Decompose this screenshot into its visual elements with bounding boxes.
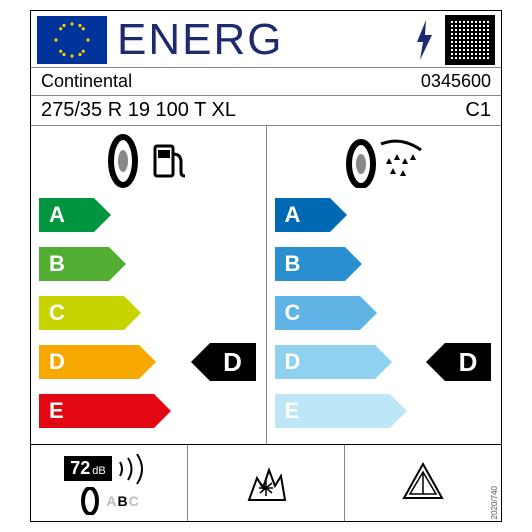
- ice-grip-icon: [398, 458, 448, 508]
- tyre-small-icon: [78, 487, 102, 515]
- rating-bar-letter: D: [285, 349, 301, 375]
- noise-badge: 72 dB: [64, 456, 112, 481]
- ice-grip-cell: 2020/740: [345, 445, 501, 521]
- rating-bar-letter: E: [49, 398, 64, 424]
- rating-bar-letter: B: [285, 251, 301, 277]
- wet-bars: ABCDDE: [275, 190, 494, 436]
- rating-bar-row: E: [39, 391, 258, 431]
- noise-cell: 72 dB ABC: [31, 445, 188, 521]
- fuel-bars: ABCDDE: [39, 190, 258, 436]
- brand-name: Continental: [41, 71, 132, 92]
- rating-bar-row: DD: [275, 342, 494, 382]
- rating-bar-row: A: [39, 195, 258, 235]
- energy-title: ENERG: [117, 15, 403, 65]
- rating-bar-row: A: [275, 195, 494, 235]
- rating-bar: E: [39, 394, 154, 428]
- bottom-row: 72 dB ABC: [31, 444, 501, 521]
- rating-bar: D: [275, 345, 375, 379]
- rating-bar-row: C: [275, 293, 494, 333]
- noise-class-letter: A: [106, 493, 117, 509]
- rating-bar: A: [39, 198, 94, 232]
- rating-bar-letter: C: [49, 300, 65, 326]
- rating-bar-row: E: [275, 391, 494, 431]
- rating-result-box: D: [445, 343, 491, 381]
- qr-code-icon: [445, 15, 495, 65]
- rating-bar-row: B: [275, 244, 494, 284]
- tyre-fuel-icon: [103, 134, 193, 188]
- header: ENERG: [31, 11, 501, 68]
- rating-bar: B: [275, 247, 345, 281]
- fuel-efficiency-column: ABCDDE: [31, 126, 267, 444]
- rating-bar-letter: A: [49, 202, 65, 228]
- noise-class-letter: C: [129, 493, 140, 509]
- rating-bar-letter: D: [49, 349, 65, 375]
- rating-bar: A: [275, 198, 330, 232]
- rating-bar: B: [39, 247, 109, 281]
- rating-bar: D: [39, 345, 139, 379]
- fuel-icon-row: [39, 132, 258, 190]
- rating-bar-letter: E: [285, 398, 300, 424]
- noise-db-unit: dB: [92, 465, 105, 477]
- spec-row: 275/35 R 19 100 T XL C1: [31, 96, 501, 126]
- tyre-rain-icon: [339, 134, 429, 188]
- rating-bar-letter: C: [285, 300, 301, 326]
- wet-icon-row: [275, 132, 494, 190]
- tyre-class: C1: [465, 99, 491, 122]
- article-number: 0345600: [421, 71, 491, 92]
- rating-columns: ABCDDE ABCDDE: [31, 126, 501, 444]
- eu-tyre-label: ENERG Continental 0345600 275/35 R 19 10…: [30, 10, 502, 522]
- noise-class-letters: ABC: [106, 493, 139, 509]
- snow-grip-icon: [241, 458, 291, 508]
- rating-bar: E: [275, 394, 390, 428]
- brand-row: Continental 0345600: [31, 68, 501, 96]
- rating-bar-row: B: [39, 244, 258, 284]
- rating-bar-row: DD: [39, 342, 258, 382]
- rating-bar-row: C: [39, 293, 258, 333]
- rating-bar-letter: B: [49, 251, 65, 277]
- eu-flag-icon: [37, 16, 107, 64]
- bolt-icon: [413, 20, 435, 60]
- snow-grip-cell: [188, 445, 345, 521]
- tyre-spec: 275/35 R 19 100 T XL: [41, 99, 236, 122]
- wet-grip-column: ABCDDE: [267, 126, 502, 444]
- sound-waves-icon: [116, 452, 154, 486]
- rating-bar: C: [39, 296, 124, 330]
- rating-result-box: D: [210, 343, 256, 381]
- noise-db-value: 72: [70, 458, 90, 479]
- regulation-text: 2020/740: [490, 486, 499, 519]
- rating-bar-letter: A: [285, 202, 301, 228]
- rating-bar: C: [275, 296, 360, 330]
- noise-class-letter: B: [117, 493, 128, 509]
